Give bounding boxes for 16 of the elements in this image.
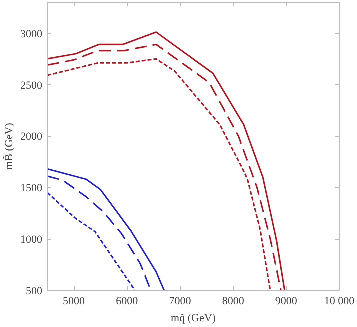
line-series xyxy=(48,168,166,290)
x-tick-label: 8000 xyxy=(222,296,245,308)
y-tick-label: 1500 xyxy=(20,182,43,195)
y-tick-label: 1000 xyxy=(20,234,43,246)
line-series xyxy=(48,192,136,290)
y-tick-label: 3000 xyxy=(20,28,43,40)
x-axis-title: mq̃ (GeV) xyxy=(171,312,216,324)
y-axis-title: mB̃ (GeV) xyxy=(2,122,16,170)
x-tick-label: 6000 xyxy=(116,296,139,308)
x-tick-label: 7000 xyxy=(169,296,192,308)
y-tick-label: 2500 xyxy=(20,80,43,92)
x-tick-label: 9000 xyxy=(275,296,298,308)
y-tick-label: 2000 xyxy=(20,131,43,144)
x-tick-label: 5000 xyxy=(63,296,86,308)
y-tick-label: 500 xyxy=(26,286,43,298)
x-tick-label: 10 000 xyxy=(324,296,356,308)
